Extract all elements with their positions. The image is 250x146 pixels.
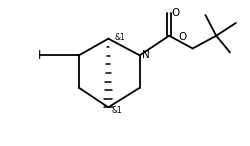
Text: O: O xyxy=(178,32,186,42)
Text: O: O xyxy=(170,8,178,18)
Text: &1: &1 xyxy=(111,106,122,115)
Text: N: N xyxy=(141,50,149,60)
Text: &1: &1 xyxy=(114,33,124,42)
Text: I: I xyxy=(38,49,41,62)
